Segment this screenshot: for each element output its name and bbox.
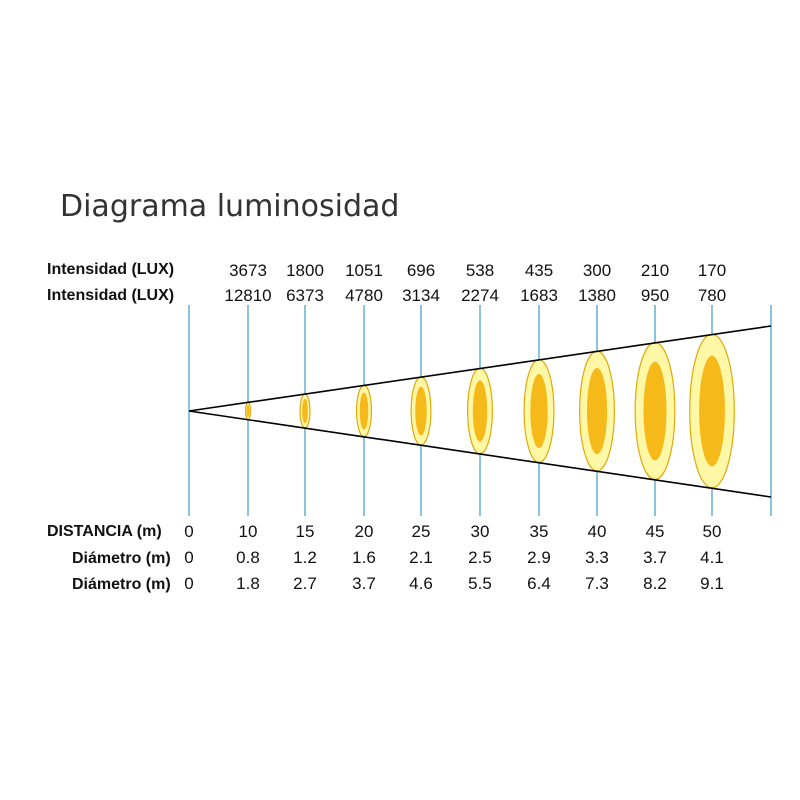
beam-spot	[689, 333, 735, 489]
cone-upper-edge	[188, 325, 772, 412]
diameter1-value: 0.8	[236, 548, 260, 567]
intensity2-value: 1380	[578, 286, 616, 305]
distance-value: 0	[184, 522, 193, 541]
diameter1-value: 3.7	[643, 548, 667, 567]
intensity-label-2: Intensidad (LUX)	[47, 287, 174, 304]
diameter2-value: 9.1	[700, 574, 724, 593]
intensity1-value: 435	[525, 261, 553, 280]
distance-value: 30	[471, 522, 490, 541]
intensity2-value: 4780	[345, 286, 383, 305]
diameter2-value: 4.6	[409, 574, 433, 593]
distance-value: 25	[412, 522, 431, 541]
beam-spot	[244, 401, 252, 421]
beam-spot	[410, 376, 432, 446]
distance-value: 35	[530, 522, 549, 541]
distance-value: 50	[703, 522, 722, 541]
diameter-label-2: Diámetro (m)	[72, 576, 171, 593]
distance-value: 10	[239, 522, 258, 541]
intensity1-value: 300	[583, 261, 611, 280]
beam-inner-core	[415, 386, 427, 436]
intensity1-value: 538	[466, 261, 494, 280]
diameter2-value: 2.7	[293, 574, 317, 593]
distance-value: 20	[355, 522, 374, 541]
diameter1-value: 1.2	[293, 548, 317, 567]
beam-spots	[244, 333, 735, 489]
intensity2-value: 12810	[224, 286, 271, 305]
diameter2-value: 7.3	[585, 574, 609, 593]
beam-spot	[355, 384, 373, 438]
beam-inner-core	[643, 361, 667, 461]
diameter1-value: 1.6	[352, 548, 376, 567]
beam-cone	[188, 325, 772, 498]
beam-spot	[579, 350, 615, 472]
beam-spot	[634, 341, 676, 481]
diameter-label-1: Diámetro (m)	[72, 550, 171, 567]
diameter2-value: 5.5	[468, 574, 492, 593]
intensity1-value: 1800	[286, 261, 324, 280]
diameter1-value: 2.9	[527, 548, 551, 567]
diameter1-value: 4.1	[700, 548, 724, 567]
distance-value: 15	[296, 522, 315, 541]
beam-inner-core	[302, 398, 308, 424]
beam-inner-core	[246, 404, 250, 418]
intensity2-value: 1683	[520, 286, 558, 305]
intensity-label-1: Intensidad (LUX)	[47, 261, 174, 278]
intensity2-value: 3134	[402, 286, 440, 305]
beam-inner-core	[530, 373, 548, 449]
intensity2-value: 6373	[286, 286, 324, 305]
diameter2-value: 0	[184, 574, 193, 593]
diameter1-value: 3.3	[585, 548, 609, 567]
diameter2-value: 1.8	[236, 574, 260, 593]
diameter2-value: 6.4	[527, 574, 551, 593]
diameter1-value: 0	[184, 548, 193, 567]
intensity1-value: 210	[641, 261, 669, 280]
beam-inner-core	[586, 367, 608, 455]
diagram-title: Diagrama luminosidad	[60, 189, 399, 224]
distance-value: 45	[646, 522, 665, 541]
beam-inner-core	[359, 392, 369, 430]
distance-label: DISTANCIA (m)	[47, 523, 162, 540]
intensity2-value: 2274	[461, 286, 499, 305]
diameter2-value: 3.7	[352, 574, 376, 593]
intensity1-value: 170	[698, 261, 726, 280]
diameter1-value: 2.1	[409, 548, 433, 567]
distance-value: 40	[588, 522, 607, 541]
intensity1-value: 1051	[345, 261, 383, 280]
intensity2-value: 950	[641, 286, 669, 305]
beam-spot	[299, 393, 311, 429]
diameter2-value: 8.2	[643, 574, 667, 593]
cone-lower-edge	[188, 410, 772, 498]
beam-inner-core	[472, 380, 488, 442]
intensity1-value: 3673	[229, 261, 267, 280]
beam-spot	[523, 358, 555, 464]
intensity2-value: 780	[698, 286, 726, 305]
beam-spot	[467, 367, 493, 455]
diameter1-value: 2.5	[468, 548, 492, 567]
beam-inner-core	[699, 355, 725, 467]
intensity1-value: 696	[407, 261, 435, 280]
